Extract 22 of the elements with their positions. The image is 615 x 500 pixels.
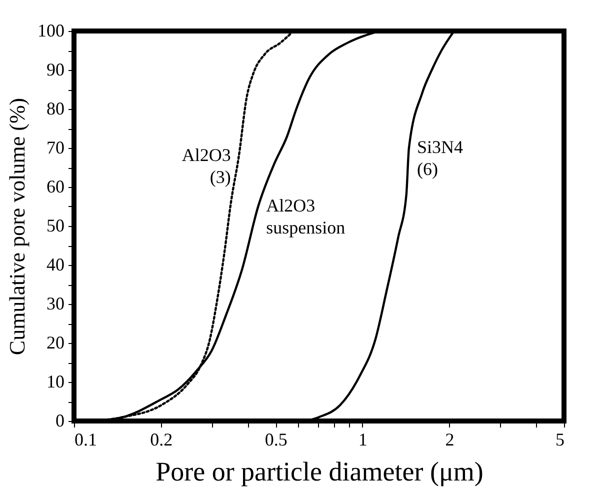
x-tick-label: 2 bbox=[445, 430, 454, 450]
y-tick-label: 10 bbox=[46, 372, 64, 392]
y-tick-label: 20 bbox=[46, 332, 64, 352]
y-tick-label: 80 bbox=[46, 98, 64, 118]
y-tick-label: 70 bbox=[46, 138, 64, 158]
y-tick-label: 60 bbox=[46, 176, 64, 196]
y-tick-label: 100 bbox=[38, 20, 64, 40]
y-tick-label: 40 bbox=[46, 254, 64, 274]
x-tick-label: 1 bbox=[358, 430, 368, 450]
x-tick-label: 5 bbox=[556, 430, 564, 450]
y-axis-title: Cumulative pore volume (%) bbox=[4, 98, 30, 356]
series-label: Al2O3 (3) bbox=[182, 144, 231, 187]
y-tick-label: 30 bbox=[46, 294, 64, 314]
x-tick-label: 0.2 bbox=[150, 430, 173, 450]
y-tick-label: 90 bbox=[46, 60, 64, 80]
series-label: Si3N4 (6) bbox=[416, 137, 463, 179]
series-label: Al2O3 suspension bbox=[266, 196, 346, 238]
y-tick-label: 0 bbox=[56, 410, 64, 430]
x-axis-title: Pore or particle diameter (μm) bbox=[156, 456, 484, 486]
x-tick-label: 0.1 bbox=[74, 430, 97, 450]
y-tick-label: 50 bbox=[46, 216, 64, 236]
x-tick-label: 0.5 bbox=[264, 430, 288, 450]
